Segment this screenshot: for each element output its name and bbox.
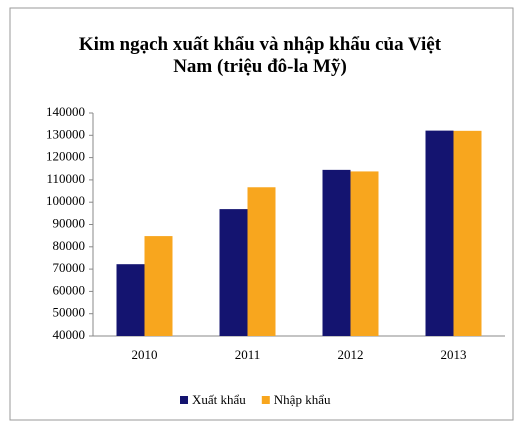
bar [453,130,482,336]
bar [350,171,379,336]
legend-label: Nhập khẩu [274,392,331,407]
legend-label: Xuất khẩu [192,392,246,407]
y-tick-label: 40000 [53,327,86,342]
legend-swatch [261,396,270,404]
bar [247,187,276,336]
y-tick-label: 60000 [53,282,86,297]
y-tick-label: 50000 [53,305,86,320]
bar [322,169,351,336]
legend-swatch [180,396,188,404]
y-tick-label: 110000 [46,171,85,186]
x-tick-label: 2010 [132,347,158,362]
y-tick-label: 100000 [46,193,85,208]
bar [116,264,145,336]
bar [219,209,248,336]
y-tick-label: 70000 [53,260,86,275]
y-tick-label: 120000 [46,149,85,164]
y-tick-label: 80000 [53,238,86,253]
y-tick-label: 130000 [46,126,85,141]
bar [144,236,173,336]
y-tick-label: 140000 [46,104,85,119]
bar [425,130,454,336]
chart-title: Kim ngạch xuất khẩu và nhập khẩu của Việ… [78,34,442,77]
x-tick-label: 2013 [441,347,467,362]
y-tick-label: 90000 [53,215,86,230]
x-tick-label: 2011 [235,347,261,362]
x-tick-label: 2012 [338,347,364,362]
chart-frame [9,7,514,421]
